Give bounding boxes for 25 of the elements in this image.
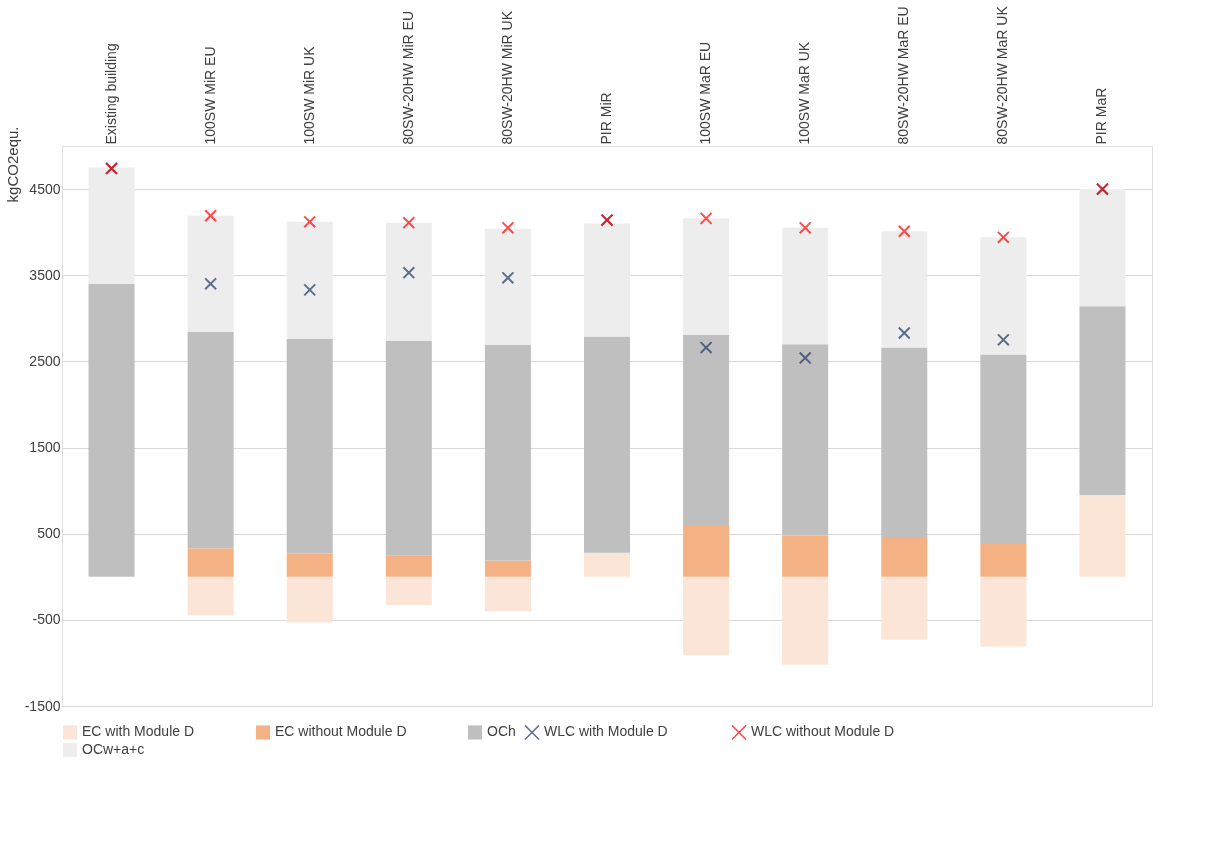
legend-label: EC with Module D bbox=[82, 723, 195, 740]
x-tick-label: PIR MaR bbox=[1093, 87, 1110, 145]
x-tick-label: 100SW MiR EU bbox=[201, 46, 218, 145]
y-tick-label: 500 bbox=[37, 525, 61, 542]
y-axis-title: kgCO2equ. bbox=[3, 126, 21, 203]
legend-label: WLC with Module D bbox=[544, 723, 668, 740]
x-tick-label: 100SW MaR UK bbox=[796, 41, 813, 145]
y-tick-label: 1500 bbox=[29, 439, 61, 456]
x-tick-label: 80SW-20HW MaR EU bbox=[895, 6, 912, 145]
legend-label: OCw+a+c bbox=[82, 741, 145, 757]
x-tick-label: 100SW MiR UK bbox=[300, 45, 317, 145]
y-tick-label: 4500 bbox=[29, 180, 61, 197]
x-tick-label: 80SW-20HW MaR UK bbox=[994, 5, 1011, 145]
legend-label: OCh bbox=[487, 723, 516, 740]
x-tick-label: 80SW-20HW MiR UK bbox=[498, 10, 515, 145]
y-tick-label: -500 bbox=[32, 611, 61, 628]
x-tick-label: Existing building bbox=[102, 43, 119, 145]
legend-label: EC without Module D bbox=[275, 723, 407, 740]
y-tick-label: -1500 bbox=[24, 697, 61, 714]
y-tick-label: 2500 bbox=[29, 352, 61, 369]
legend-label: WLC without Module D bbox=[751, 723, 895, 740]
x-tick-label: 100SW MaR EU bbox=[697, 41, 714, 145]
y-tick-label: 3500 bbox=[29, 266, 61, 283]
x-tick-label: 80SW-20HW MiR EU bbox=[399, 10, 416, 145]
x-tick-label: PIR MiR bbox=[598, 92, 614, 145]
